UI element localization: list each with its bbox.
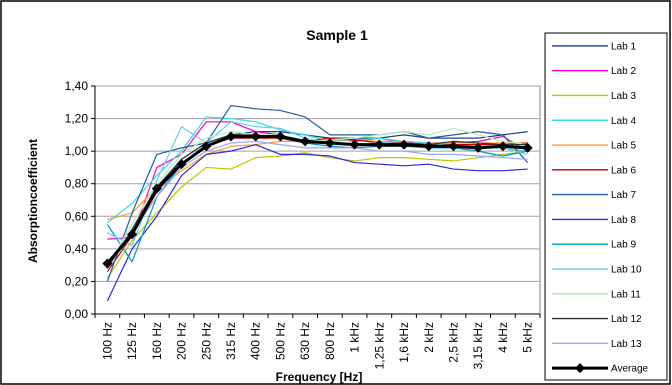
average-point-marker: [522, 142, 533, 153]
average-point-marker: [423, 141, 434, 152]
average-point-marker: [176, 159, 187, 170]
legend-item-average: Average: [552, 363, 649, 375]
series-line-lab-8: [106, 144, 528, 302]
x-tick-label: 5 kHz: [521, 322, 535, 353]
legend-label: Lab 1: [611, 41, 636, 52]
legend-item-lab-1: Lab 1: [552, 41, 636, 52]
legend-label: Lab 13: [611, 339, 642, 350]
y-tick-label: 0,20: [65, 274, 89, 288]
legend-label: Lab 7: [611, 190, 636, 201]
average-point-marker: [201, 141, 212, 152]
legend-item-lab-7: Lab 7: [552, 190, 636, 201]
x-tick-label: 250 Hz: [199, 322, 213, 360]
legend-item-lab-5: Lab 5: [552, 141, 636, 152]
average-point-marker: [151, 183, 162, 194]
legend-label: Lab 12: [611, 314, 642, 325]
y-tick-label: 1,20: [65, 112, 89, 126]
legend-label: Lab 11: [611, 289, 641, 300]
x-tick-label: 2 kHz: [422, 322, 436, 353]
x-tick-label: 400 Hz: [249, 322, 263, 360]
average-point-marker: [127, 229, 138, 240]
y-tick-label: 1,40: [65, 79, 89, 93]
legend-box: [544, 32, 668, 381]
average-point-marker: [473, 142, 484, 153]
average-point-marker: [448, 141, 459, 152]
x-axis-title: Frequency [Hz]: [276, 370, 363, 384]
average-point-marker: [399, 139, 410, 150]
legend-label: Lab 5: [611, 141, 636, 152]
y-tick-label: 0,40: [65, 242, 89, 256]
chart-title: Sample 1: [306, 27, 368, 43]
legend-item-lab-6: Lab 6: [552, 165, 636, 176]
legend-label: Lab 10: [611, 264, 642, 275]
legend-label: Average: [611, 364, 649, 375]
legend-item-lab-12: Lab 12: [552, 314, 642, 325]
legend-item-lab-2: Lab 2: [552, 66, 636, 77]
legend-item-lab-11: Lab 11: [552, 289, 641, 300]
average-point-marker: [374, 139, 385, 150]
average-point-marker: [102, 258, 113, 269]
y-axis-title: Absorptioncoefficient: [26, 139, 40, 263]
legend-item-lab-3: Lab 3: [552, 91, 636, 102]
legend-item-lab-8: Lab 8: [552, 215, 636, 226]
legend-item-lab-4: Lab 4: [552, 116, 636, 127]
legend-label: Lab 9: [611, 240, 636, 251]
average-point-marker: [225, 131, 236, 142]
x-tick-label: 160 Hz: [150, 322, 164, 360]
x-tick-label: 315 Hz: [224, 322, 238, 360]
average-point-marker: [324, 138, 335, 148]
y-tick-label: 1,00: [65, 144, 89, 158]
legend-label: Lab 6: [611, 165, 636, 176]
x-tick-label: 630 Hz: [298, 322, 312, 360]
x-tick-label: 3,15 kHz: [471, 322, 485, 369]
legend-item-lab-9: Lab 9: [552, 240, 636, 251]
x-tick-label: 1,6 kHz: [397, 322, 411, 363]
series-line-lab-7: [106, 104, 529, 282]
average-point-marker: [497, 141, 508, 152]
x-tick-label: 125 Hz: [125, 322, 139, 360]
legend-label: Lab 4: [611, 116, 636, 127]
x-tick-label: 100 Hz: [100, 322, 114, 360]
y-tick-label: 0,00: [65, 307, 89, 321]
plot-background: [94, 85, 541, 315]
legend-item-lab-10: Lab 10: [552, 264, 642, 275]
y-tick-label: 0,80: [65, 177, 89, 191]
x-tick-label: 800 Hz: [323, 322, 337, 360]
x-tick-label: 2,5 kHz: [446, 322, 460, 363]
legend-label: Lab 3: [611, 91, 636, 102]
average-point-marker: [349, 139, 360, 150]
y-tick-label: 0,60: [65, 209, 89, 223]
average-point-marker: [275, 131, 286, 142]
legend-item-lab-13: Lab 13: [552, 339, 642, 350]
series-line-lab-13: [106, 140, 528, 263]
average-point-marker: [250, 131, 261, 142]
series-line-lab-11: [106, 127, 528, 266]
plot-area: 0,00 0,20 0,40 0,60 0,80 1,00 1,20 1,40 100 Hz 12…: [65, 79, 541, 369]
x-tick-label: 200 Hz: [175, 322, 189, 360]
x-tick-label: 4 kHz: [496, 322, 510, 353]
x-tick-label: 500 Hz: [273, 322, 287, 360]
average-point-marker: [300, 136, 311, 147]
x-tick-label: 1,25 kHz: [372, 322, 386, 369]
legend: Lab 1 Lab 2 Lab 3 Lab 4 Lab 5 Lab 6 Lab 7 Lab 8…: [544, 32, 668, 381]
x-tick-label: 1 kHz: [348, 322, 362, 353]
legend-label: Lab 2: [611, 66, 636, 77]
legend-label: Lab 8: [611, 215, 636, 226]
legend-marker: [575, 363, 585, 374]
